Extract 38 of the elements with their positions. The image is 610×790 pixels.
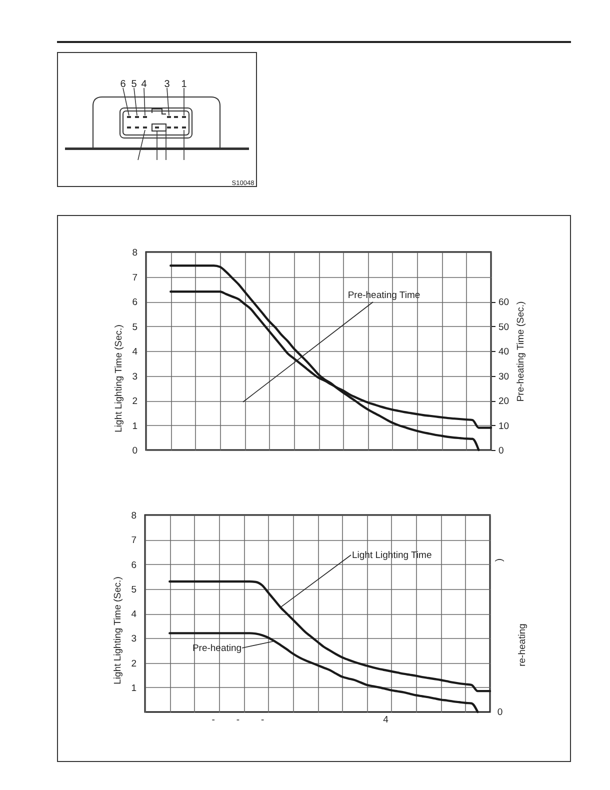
y-tick-label: 1	[131, 682, 136, 694]
y2-axis-title: re-heating	[517, 624, 528, 666]
y2-tick-label: 20	[498, 396, 510, 407]
y-tick-label: 4	[132, 346, 138, 358]
y-tick-label: 1	[132, 420, 138, 432]
y-tick-label: 7	[131, 535, 136, 546]
text: )	[494, 558, 505, 562]
y-tick-label: 2	[132, 396, 138, 407]
x-tick-label: -	[260, 714, 264, 726]
x-tick-label: -	[236, 714, 240, 726]
y-axis-title: Light Lighting Time (Sec.)	[112, 576, 124, 684]
y2-tick-label: 40	[498, 346, 510, 358]
x-tick-label: -	[212, 714, 215, 726]
y-tick-label: 8	[131, 510, 136, 522]
x-tick-label: 4	[383, 714, 388, 726]
text: 0	[497, 707, 503, 718]
y2-tick-label: 10	[498, 420, 510, 432]
y-tick-label: 7	[132, 272, 138, 284]
y-tick-label: 2	[131, 658, 136, 670]
y-tick-label: 6	[132, 297, 138, 308]
y-tick-label: 4	[131, 609, 136, 620]
y-axis-title: Light Lighting Time (Sec.)	[114, 324, 124, 432]
y-tick-label: 3	[131, 634, 136, 645]
y-tick-label: 8	[132, 248, 138, 258]
y-tick-label: 3	[132, 371, 138, 382]
text: 4	[141, 79, 148, 90]
y2-tick-label: 30	[498, 371, 510, 382]
y2-tick-label: 60	[498, 297, 510, 308]
text: 1	[181, 79, 188, 90]
text: 3	[164, 79, 170, 90]
y2-tick-label: 0	[498, 446, 504, 456]
y2-axis-title: Pre-heating Time (Sec.)	[516, 301, 526, 402]
y-tick-label: 6	[131, 560, 136, 571]
text: 6	[120, 79, 126, 90]
y2-tick-label: 50	[498, 322, 510, 333]
y-tick-label: 5	[132, 322, 138, 333]
y-tick-label: 0	[132, 446, 138, 456]
y-tick-label: 5	[131, 584, 136, 596]
